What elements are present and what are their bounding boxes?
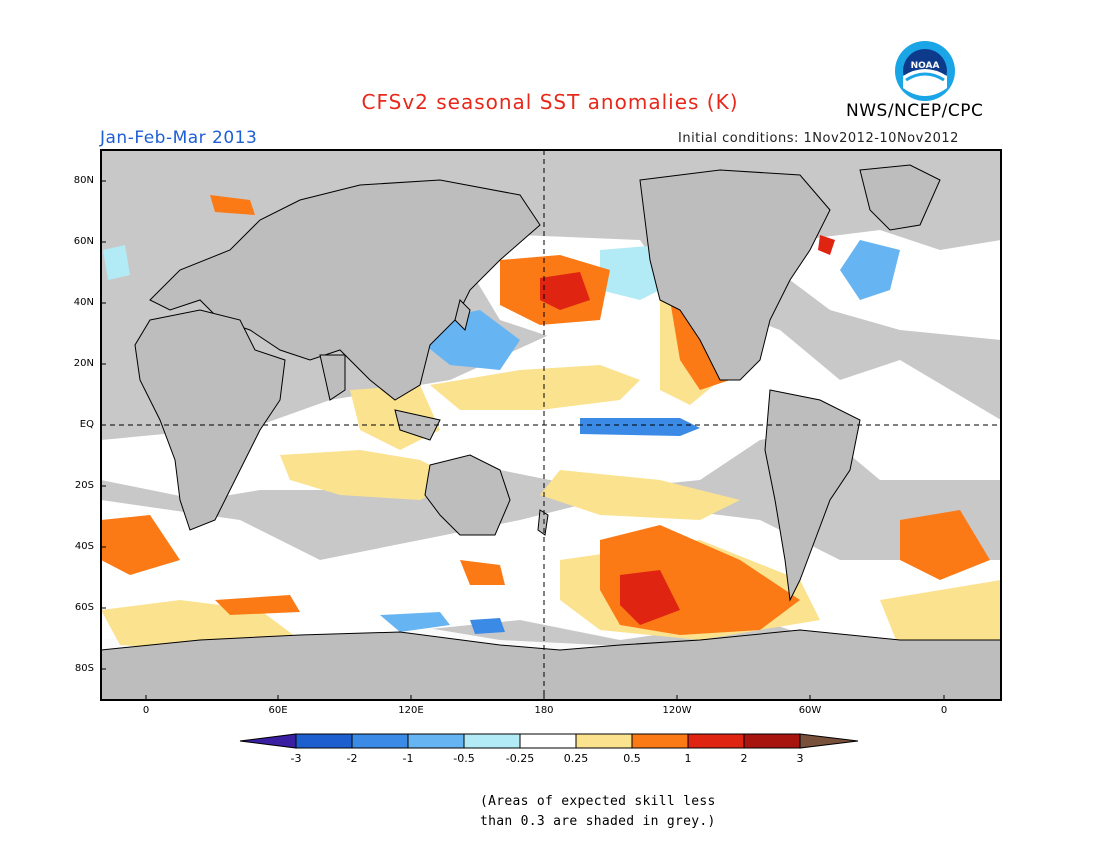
longitude-ticks [145,695,945,700]
lon-label-0-east: 0 [940,705,948,716]
initial-conditions-label: Initial conditions: 1Nov2012-10Nov2012 [678,131,959,146]
svg-text:NOAA: NOAA [911,61,940,71]
colorbar-label-minus2: -2 [346,752,358,765]
colorbar-segment-minus2-minus1 [351,733,409,749]
organization-label: NWS/NCEP/CPC [846,101,984,121]
colorbar-segment-1-2 [687,733,745,749]
colorbar-label-minus3: -3 [290,752,302,765]
colorbar-label-minus1: -1 [402,752,414,765]
colorbar-label-05: 0.5 [623,752,641,765]
colorbar-label-minus025: -0.25 [505,752,535,765]
lat-label-40n: 40N [73,297,94,308]
lat-label-20n: 20N [73,358,94,369]
colorbar-segment-025-05 [575,733,633,749]
colorbar-segment-gt-3 [799,733,859,749]
lat-label-60s: 60S [74,602,94,613]
lat-label-40s: 40S [74,541,94,552]
lon-label-120w: 120W [662,705,692,716]
lat-label-60n: 60N [73,236,94,247]
season-label: Jan-Feb-Mar 2013 [100,128,258,148]
lon-label-120e: 120E [398,705,424,716]
lon-label-60e: 60E [268,705,288,716]
lat-label-80s: 80S [74,663,94,674]
chart-title: CFSv2 seasonal SST anomalies (K) [361,90,739,114]
colorbar-segment-2-3 [743,733,801,749]
continents [101,164,1001,700]
colorbar-segment-lt-minus3 [239,733,297,749]
lat-label-80n: 80N [73,175,94,186]
colorbar-segment-05-1 [631,733,689,749]
skill-footnote: (Areas of expected skill less than 0.3 a… [480,792,716,832]
colorbar-segment-minus3-minus2 [295,733,353,749]
lat-label-20s: 20S [74,480,94,491]
footnote-line-2: than 0.3 are shaded in grey.) [480,814,716,829]
colorbar-segment-minus1-minus05 [407,733,465,749]
latitude-ticks [101,180,106,670]
colorbar-label-1: 1 [684,752,692,765]
footnote-line-1: (Areas of expected skill less [480,794,716,809]
colorbar-label-3: 3 [796,752,804,765]
lon-label-0-west: 0 [142,705,150,716]
noaa-logo-icon: NOAA [895,41,955,101]
lat-label-eq: EQ [79,419,94,430]
colorbar-label-minus05: -0.5 [453,752,475,765]
colorbar-label-025: 0.25 [563,752,589,765]
positive-large-anomaly-regions [101,195,990,635]
lon-label-60w: 60W [798,705,822,716]
colorbar-label-2: 2 [740,752,748,765]
colorbar-segment-minus05-minus025 [463,733,521,749]
colorbar-segment-minus025-025 [519,733,577,749]
lon-label-180: 180 [534,705,554,716]
colorbar [239,733,859,749]
